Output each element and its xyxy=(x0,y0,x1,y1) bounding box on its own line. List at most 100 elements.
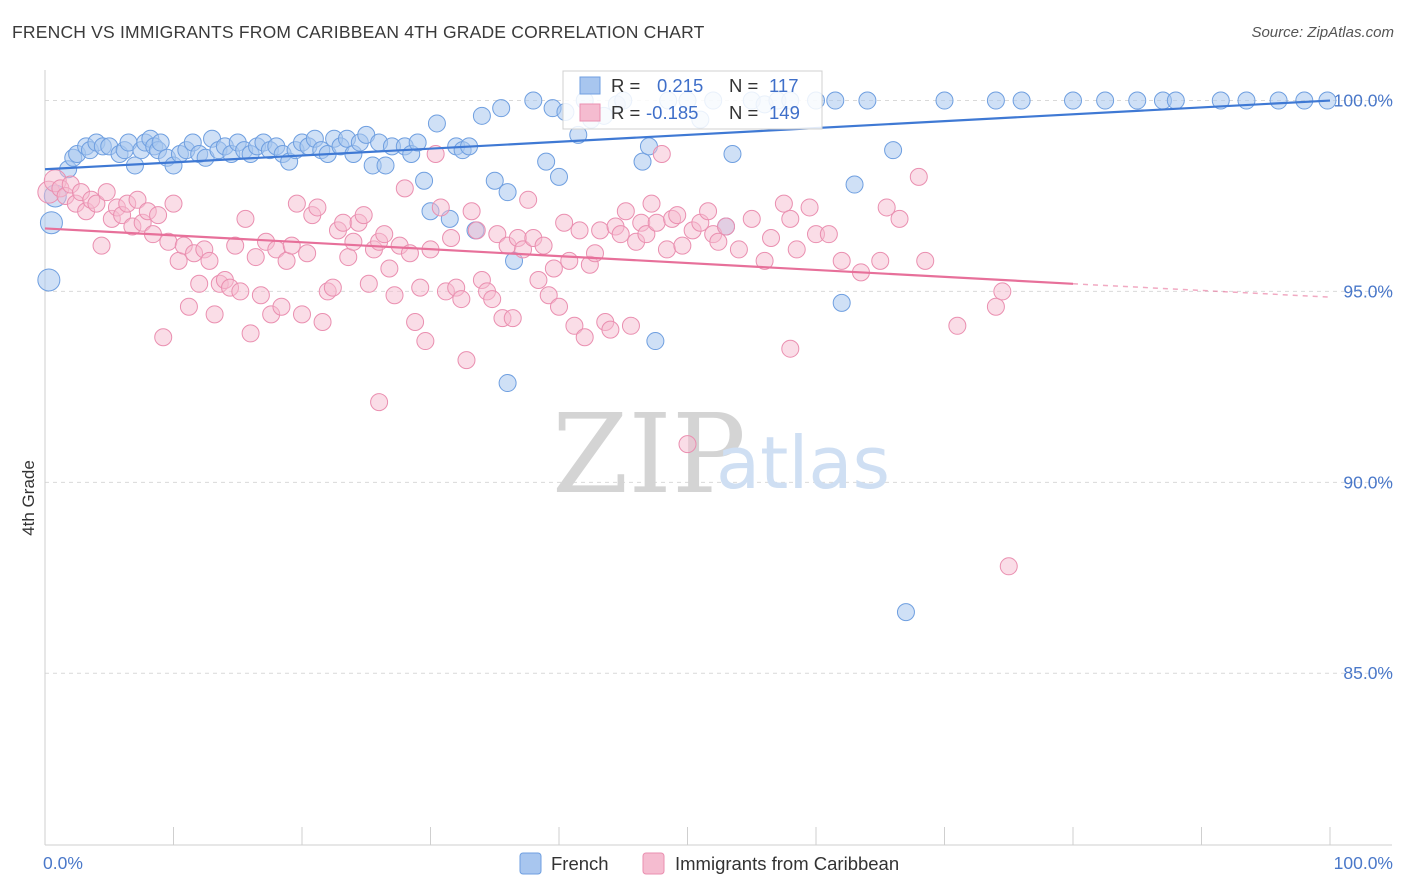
stats-n-value-french: 117 xyxy=(769,75,799,96)
trend-line-caribbean xyxy=(44,227,1074,285)
legend-swatch-french xyxy=(519,852,542,875)
point-caribbean xyxy=(503,309,522,328)
point-french xyxy=(1128,91,1147,110)
point-caribbean xyxy=(406,312,425,331)
point-caribbean xyxy=(452,290,471,309)
point-french xyxy=(826,91,845,110)
point-caribbean xyxy=(251,286,270,305)
point-french xyxy=(408,133,427,152)
point-caribbean xyxy=(616,202,635,221)
point-caribbean xyxy=(570,221,589,240)
trend-line-french xyxy=(44,99,1331,171)
point-french xyxy=(427,114,446,133)
point-caribbean xyxy=(308,198,327,217)
point-caribbean xyxy=(287,194,306,213)
point-french xyxy=(935,91,954,110)
stats-r-label-caribbean: R = xyxy=(611,102,640,123)
gridlines xyxy=(45,100,1392,674)
y-tick-label: 95.0% xyxy=(1343,281,1393,301)
point-caribbean xyxy=(550,297,568,316)
point-caribbean xyxy=(395,179,414,198)
y-tick-label: 100.0% xyxy=(1334,91,1393,111)
point-caribbean xyxy=(534,236,553,255)
stats-box: R = 0.215 N = 117 R = -0.185 N = 149 xyxy=(562,70,823,130)
point-french xyxy=(832,293,851,312)
point-french xyxy=(37,268,61,292)
point-caribbean xyxy=(642,194,661,213)
point-french xyxy=(845,175,864,194)
point-caribbean xyxy=(993,282,1012,301)
point-caribbean xyxy=(781,209,800,228)
stats-swatch-caribbean xyxy=(579,103,601,122)
source-label: Source: ZipAtlas.com xyxy=(1251,24,1394,41)
point-french xyxy=(1166,91,1185,110)
stats-r-value-caribbean: -0.185 xyxy=(646,102,698,123)
point-caribbean xyxy=(762,228,781,247)
point-caribbean xyxy=(339,248,358,267)
point-caribbean xyxy=(529,270,548,289)
point-caribbean xyxy=(637,225,656,244)
point-caribbean xyxy=(871,251,890,270)
legend-label-caribbean: Immigrants from Caribbean xyxy=(675,853,899,874)
axis-ticks: 85.0% 90.0% 95.0% 100.0% 0.0% 100.0% xyxy=(43,91,1393,873)
point-caribbean xyxy=(164,194,183,213)
point-caribbean xyxy=(359,274,378,293)
point-french xyxy=(472,106,491,125)
point-caribbean xyxy=(890,209,909,228)
stats-n-value-caribbean: 149 xyxy=(769,102,800,123)
point-caribbean xyxy=(601,320,620,339)
point-french xyxy=(39,211,63,235)
point-caribbean xyxy=(205,305,224,324)
point-caribbean xyxy=(717,217,736,236)
point-caribbean xyxy=(986,297,1005,316)
point-caribbean xyxy=(354,206,373,225)
trend-lines xyxy=(44,99,1331,298)
point-caribbean xyxy=(467,221,486,240)
point-caribbean xyxy=(611,225,630,244)
point-caribbean xyxy=(431,198,450,217)
chart-title: FRENCH VS IMMIGRANTS FROM CARIBBEAN 4TH … xyxy=(12,22,705,42)
point-caribbean xyxy=(154,328,173,347)
point-caribbean xyxy=(800,198,819,217)
trend-line-caribbean-extension xyxy=(1072,283,1331,298)
series-caribbean-points xyxy=(37,144,1018,576)
point-caribbean xyxy=(128,190,147,209)
point-caribbean xyxy=(246,248,265,267)
point-caribbean xyxy=(370,393,389,412)
stats-r-value-french: 0.215 xyxy=(657,75,703,96)
point-caribbean xyxy=(236,209,255,228)
point-caribbean xyxy=(282,236,301,255)
stats-r-label-french: R = xyxy=(611,75,640,96)
point-french xyxy=(633,152,652,171)
point-caribbean xyxy=(272,297,291,316)
point-caribbean xyxy=(298,244,317,263)
point-caribbean xyxy=(411,278,430,297)
point-caribbean xyxy=(787,240,806,259)
point-caribbean xyxy=(999,557,1018,576)
point-french xyxy=(537,152,556,171)
point-french xyxy=(884,141,903,160)
point-caribbean xyxy=(380,259,399,278)
point-caribbean xyxy=(277,251,296,270)
point-french xyxy=(492,99,511,118)
point-french xyxy=(498,183,517,202)
point-french xyxy=(896,603,915,622)
point-caribbean xyxy=(673,236,692,255)
x-tick-label-min: 0.0% xyxy=(43,853,83,873)
point-caribbean xyxy=(344,232,363,251)
point-french xyxy=(858,91,877,110)
point-caribbean xyxy=(539,286,558,305)
point-caribbean xyxy=(652,144,671,163)
watermark-atlas: atlas xyxy=(716,421,890,505)
point-caribbean xyxy=(781,339,800,358)
point-caribbean xyxy=(200,251,219,270)
stats-swatch-french xyxy=(579,76,601,95)
point-french xyxy=(415,171,434,190)
point-caribbean xyxy=(755,251,774,270)
stats-n-label-french: N = xyxy=(729,75,758,96)
point-french xyxy=(723,144,742,163)
x-tick-label-max: 100.0% xyxy=(1334,853,1393,873)
point-caribbean xyxy=(819,225,838,244)
point-caribbean xyxy=(488,225,507,244)
point-caribbean xyxy=(555,213,574,232)
